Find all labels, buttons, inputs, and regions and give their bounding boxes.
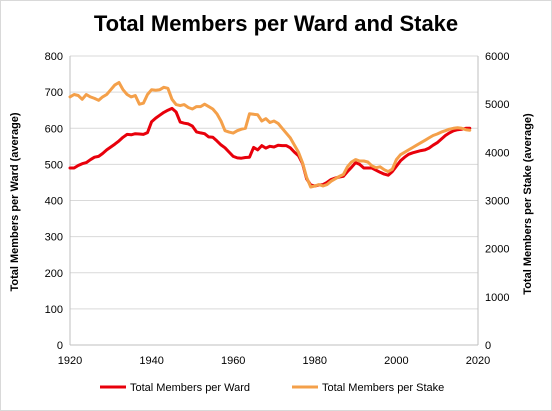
y-tick-label: 300 [45,232,63,244]
y2-axis-title: Total Members per Stake (average) [522,113,534,295]
y2-tick-label: 1000 [485,292,509,304]
y2-tick-label: 6000 [485,51,509,63]
chart-title: Total Members per Ward and Stake [94,11,458,36]
series-line-stake [68,81,472,189]
legend-label-ward: Total Members per Ward [130,382,250,394]
y2-tick-label: 5000 [485,99,509,111]
y2-tick-label: 4000 [485,147,509,159]
plot-area [69,56,479,346]
y-tick-label: 500 [45,159,63,171]
y2-tick-label: 2000 [485,244,509,256]
series-line-ward [68,106,472,188]
y-tick-label: 400 [45,196,63,208]
y-tick-labels: 0 100 200 300 400 500 600 700 800 [45,51,63,352]
y-axis-title: Total Members per Ward (average) [9,112,21,291]
y-tick-label: 700 [45,87,63,99]
x-tick-label: 1960 [221,355,245,367]
y-tick-label: 0 [57,340,63,352]
gridlines [70,55,478,310]
legend-label-stake: Total Members per Stake [322,382,444,394]
series-group [68,81,472,189]
y2-tick-label: 3000 [485,196,509,208]
x-tick-labels: 1920 1940 1960 1980 2000 2020 [58,355,490,367]
y-tick-label: 200 [45,268,63,280]
x-tick-label: 1980 [303,355,327,367]
y2-tick-label: 0 [485,340,491,352]
x-tick-label: 2020 [466,355,490,367]
x-tick-label: 1920 [58,355,82,367]
x-tick-label: 2000 [384,355,408,367]
legend: Total Members per Ward Total Members per… [100,382,444,394]
y-tick-label: 100 [45,304,63,316]
y-tick-label: 800 [45,51,63,63]
y2-tick-labels: 0 1000 2000 3000 4000 5000 6000 [485,51,509,352]
y-tick-label: 600 [45,123,63,135]
x-tick-label: 1940 [139,355,163,367]
